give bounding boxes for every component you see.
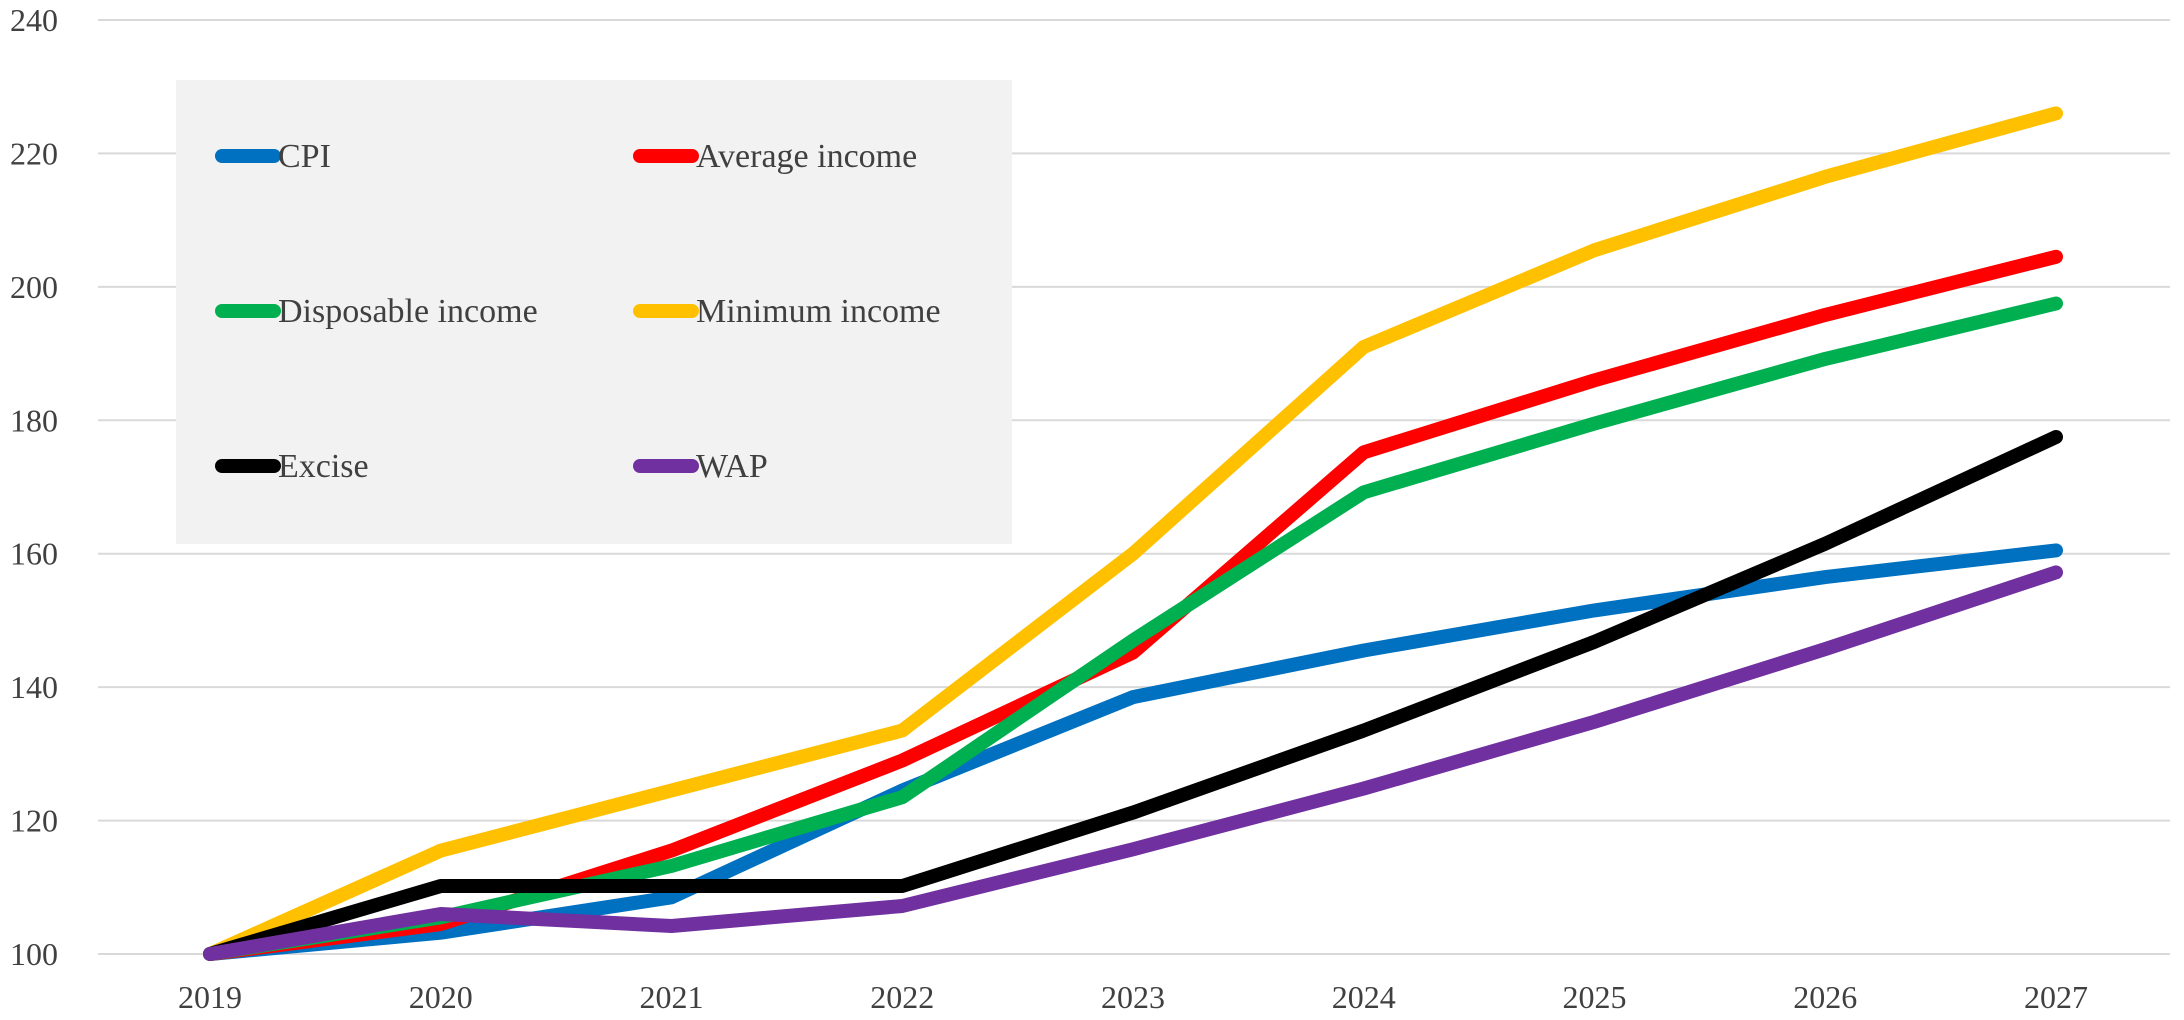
x-tick-label: 2026 <box>1793 979 1857 1015</box>
series-line-excise <box>203 430 2063 961</box>
legend-label-average-income: Average income <box>696 138 917 175</box>
series-line-disposable-income <box>203 296 2063 961</box>
x-tick-label: 2027 <box>2024 979 2088 1015</box>
legend-label-excise: Excise <box>278 448 369 485</box>
legend-label-disposable-income: Disposable income <box>278 293 538 330</box>
x-tick-label: 2023 <box>1101 979 1165 1015</box>
x-axis-tick-labels: 2019 2020 2021 2022 2023 2024 2025 2026 2027 <box>178 979 2088 1015</box>
legend-label-wap: WAP <box>696 448 768 485</box>
legend-label-minimum-income: Minimum income <box>696 293 941 330</box>
x-tick-label: 2019 <box>178 979 242 1015</box>
series-lines <box>203 106 2063 961</box>
y-tick-label: 140 <box>10 669 58 705</box>
y-tick-label: 160 <box>10 536 58 572</box>
legend-background <box>176 80 1012 544</box>
x-tick-label: 2022 <box>870 979 934 1015</box>
series-line-wap <box>203 565 2063 961</box>
legend-label-cpi: CPI <box>278 138 331 175</box>
y-tick-label: 220 <box>10 135 58 171</box>
x-tick-label: 2025 <box>1563 979 1627 1015</box>
y-tick-label: 240 <box>10 2 58 38</box>
y-tick-label: 120 <box>10 803 58 839</box>
x-tick-label: 2024 <box>1332 979 1396 1015</box>
x-tick-label: 2021 <box>640 979 704 1015</box>
legend: CPI Average income Disposable income Minimu… <box>176 80 1012 544</box>
y-axis-tick-labels: 100 120 140 160 180 200 220 240 <box>10 2 58 972</box>
y-tick-label: 180 <box>10 402 58 438</box>
y-tick-label: 200 <box>10 269 58 305</box>
series-line-minimum-income <box>203 106 2063 961</box>
y-tick-label: 100 <box>10 936 58 972</box>
series-line-cpi <box>203 543 2063 961</box>
x-tick-label: 2020 <box>409 979 473 1015</box>
